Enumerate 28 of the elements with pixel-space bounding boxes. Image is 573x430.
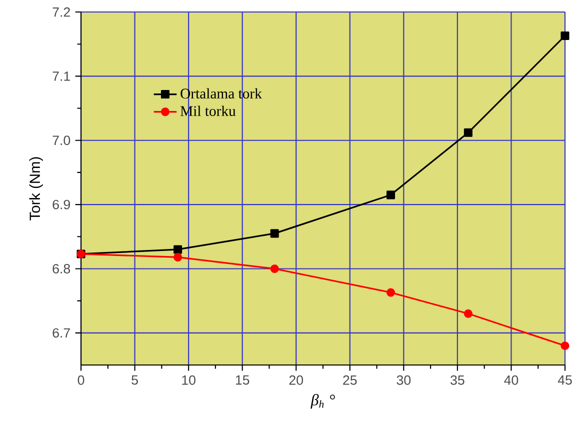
- point: [560, 31, 570, 40]
- x-tick-label: 15: [236, 375, 250, 385]
- y-axis-title: Tork (Nm): [29, 157, 43, 220]
- point: [270, 264, 279, 273]
- x-tick-label: 30: [396, 375, 411, 385]
- point: [560, 341, 570, 350]
- point: [174, 252, 182, 262]
- y-tick-label: 6.8: [52, 264, 70, 274]
- point: [386, 190, 396, 200]
- point: [464, 309, 472, 318]
- point: [270, 229, 279, 238]
- x-tick-label: 45: [558, 375, 572, 385]
- x-tick-label: 5: [132, 375, 138, 385]
- point: [386, 288, 396, 297]
- x-tick-label: 20: [289, 375, 304, 385]
- x-tick-label: 25: [343, 375, 357, 385]
- y-tick-label: 6.9: [52, 200, 70, 210]
- x-tick-label: 35: [450, 375, 464, 385]
- x-axis-title: β$_{h}$ °: [310, 394, 335, 409]
- y-tick-label: 7.0: [52, 136, 70, 146]
- point: [464, 128, 472, 137]
- y-tick-label: 7.1: [52, 72, 70, 81]
- point: [174, 245, 182, 254]
- x-tick-label: 10: [182, 375, 196, 385]
- x-tick-label: 0: [78, 375, 84, 385]
- y-tick-label: 7.2: [52, 7, 70, 17]
- x-tick-label: 40: [504, 375, 518, 385]
- y-tick-label: 6.7: [52, 328, 70, 338]
